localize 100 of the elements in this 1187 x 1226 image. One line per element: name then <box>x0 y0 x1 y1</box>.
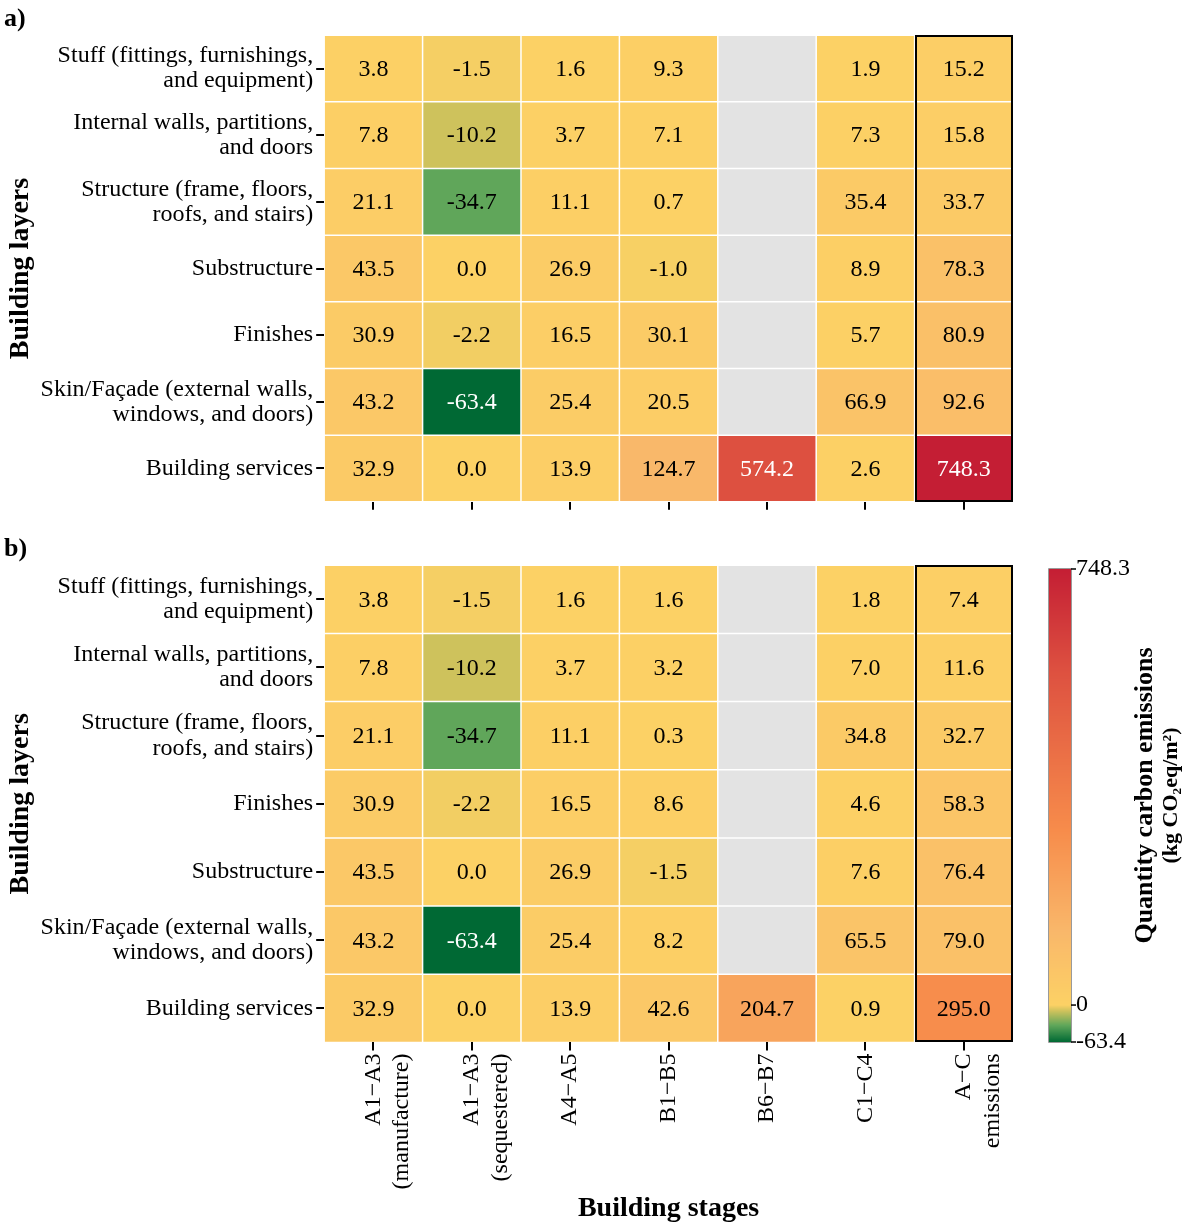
data-label: 32.9 <box>352 454 395 481</box>
data-label: 66.9 <box>844 388 887 415</box>
data-label: 8.2 <box>653 926 684 953</box>
data-label: 15.2 <box>942 54 985 81</box>
data-label: 58.3 <box>942 790 985 817</box>
data-label: 9.3 <box>653 54 684 81</box>
data-label: 0.9 <box>850 994 881 1021</box>
data-label: 32.7 <box>942 721 985 748</box>
data-label: 3.8 <box>358 54 389 81</box>
data-label: 80.9 <box>942 321 985 348</box>
y-tick-label: Structure (frame, floors, roofs, and stairs) <box>81 174 314 226</box>
data-label: -34.7 <box>446 188 497 215</box>
data-label: 0.7 <box>653 188 684 215</box>
y-tick-label: Substructure <box>191 253 314 280</box>
data-label: 7.8 <box>358 653 389 680</box>
data-label: 33.7 <box>942 188 985 215</box>
data-label: 13.9 <box>549 454 592 481</box>
data-label: 8.6 <box>653 790 684 817</box>
data-label: 15.8 <box>942 121 985 148</box>
data-label: 25.4 <box>549 926 592 953</box>
x-tick-label: C1−C4 <box>850 1053 877 1124</box>
text: a) <box>4 3 26 33</box>
data-label: 16.5 <box>549 321 592 348</box>
data-label: 30.9 <box>352 321 395 348</box>
y-tick-label: Internal walls, partitions, and doors <box>73 640 314 692</box>
data-label: 79.0 <box>942 926 985 953</box>
y-axis-title: Building layers <box>3 713 35 895</box>
data-label: 124.7 <box>641 454 696 481</box>
data-label: 5.7 <box>850 321 881 348</box>
data-label: 3.7 <box>555 653 586 680</box>
data-label: 78.3 <box>942 254 985 281</box>
data-label: 1.6 <box>555 54 586 81</box>
x-tick-label: A1−A3 (manufacture) <box>358 1053 414 1190</box>
data-label: 7.1 <box>653 121 684 148</box>
data-label: 7.6 <box>850 858 881 885</box>
data-label: 0.0 <box>456 858 487 885</box>
data-label: -1.5 <box>452 585 491 612</box>
y-tick-label: Skin/Façade (external walls, windows, and doors) <box>40 912 314 965</box>
x-tick-label: A1−A3 (sequestered) <box>457 1053 512 1182</box>
data-label: -34.7 <box>446 721 497 748</box>
data-label: -1.0 <box>649 254 688 281</box>
y-tick-label: Stuff (fittings, furnishings, and equipment) <box>57 41 314 93</box>
x-axis-title: Building stages <box>577 1191 760 1223</box>
data-label: 30.9 <box>352 790 395 817</box>
y-tick-label: Stuff (fittings, furnishings, and equipment) <box>57 571 314 624</box>
data-label: -63.4 <box>446 388 497 415</box>
data-label: 204.7 <box>739 994 794 1021</box>
y-tick-label: Finishes <box>233 789 314 816</box>
data-label: 7.3 <box>850 121 881 148</box>
data-label: 748.3 <box>936 454 991 481</box>
data-label: 43.2 <box>352 388 395 415</box>
data-label: 26.9 <box>549 254 592 281</box>
data-label: 16.5 <box>549 790 592 817</box>
color-bar-label: -63.4 <box>1076 1027 1126 1054</box>
data-label: 0.0 <box>456 254 487 281</box>
data-label: 35.4 <box>844 188 887 215</box>
data-label: 3.2 <box>653 653 684 680</box>
data-label: 65.5 <box>844 926 887 953</box>
data-label: 7.4 <box>948 585 979 612</box>
data-label: -10.2 <box>446 653 497 680</box>
data-label: 43.5 <box>352 254 395 281</box>
data-label: 3.8 <box>358 585 389 612</box>
data-label: 4.6 <box>850 790 881 817</box>
data-label: 92.6 <box>942 388 985 415</box>
data-label: 42.6 <box>647 994 690 1021</box>
data-label: 1.9 <box>850 54 881 81</box>
data-label: -10.2 <box>446 121 497 148</box>
data-label: -2.2 <box>452 321 491 348</box>
x-tick-label: B6−B7 <box>752 1053 779 1124</box>
data-label: 43.5 <box>352 858 395 885</box>
data-label: 34.8 <box>844 721 887 748</box>
data-label: 2.6 <box>850 454 881 481</box>
x-tick-label: B1−B5 <box>653 1053 680 1124</box>
data-label: 0.0 <box>456 454 487 481</box>
y-tick-label: Building services <box>145 993 314 1020</box>
text: b) <box>4 533 28 563</box>
data-label: 574.2 <box>739 454 794 481</box>
y-tick-label: Skin/Façade (external walls, windows, and doors) <box>40 374 314 426</box>
data-label: 30.1 <box>647 321 690 348</box>
y-tick-label: Finishes <box>233 320 314 347</box>
data-label: -1.5 <box>649 858 688 885</box>
y-axis-title: Building layers <box>3 177 35 360</box>
x-tick-label: A−C emissions <box>949 1053 1004 1149</box>
data-label: 295.0 <box>936 994 991 1021</box>
data-label: 1.8 <box>850 585 881 612</box>
data-label: 11.1 <box>549 188 591 215</box>
data-label: 25.4 <box>549 388 592 415</box>
data-label: 20.5 <box>647 388 690 415</box>
color-bar-label: 0 <box>1076 990 1088 1017</box>
data-label: 7.0 <box>850 653 881 680</box>
y-tick-label: Structure (frame, floors, roofs, and stairs) <box>81 708 314 760</box>
y-tick-label: Building services <box>145 453 314 480</box>
data-label: 32.9 <box>352 994 395 1021</box>
y-tick-label: Internal walls, partitions, and doors <box>73 107 314 160</box>
data-label: 8.9 <box>850 254 881 281</box>
data-label: 0.0 <box>456 994 487 1021</box>
data-label: 21.1 <box>352 721 395 748</box>
data-label: 13.9 <box>549 994 592 1021</box>
x-tick-label: A4−A5 <box>555 1053 582 1126</box>
data-label: 11.1 <box>549 721 591 748</box>
